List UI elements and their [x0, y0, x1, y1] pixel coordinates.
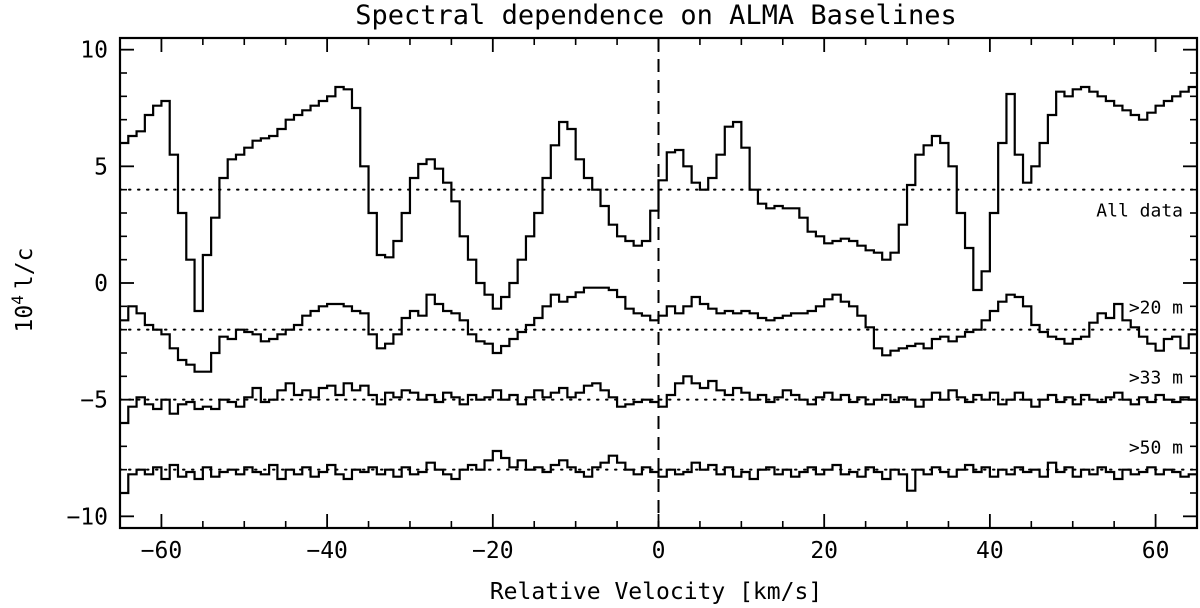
series-label-33-m: >33 m [1129, 368, 1183, 389]
y-tick-label: 10 [80, 38, 108, 64]
y-tick-label: 5 [94, 154, 108, 180]
chart-title: Spectral dependence on ALMA Baselines [355, 0, 956, 31]
series-line-50-m [120, 449, 1197, 495]
tick-layer: −60 −40 −20 0 20 40 60 10 5 0 −5 −10 [66, 38, 1198, 564]
x-axis-label: Relative Velocity [km/s] [490, 579, 822, 605]
y-axis-label: 104 l/c [8, 248, 38, 333]
y-tick-label: 0 [94, 271, 108, 297]
series-label-50-m: >50 m [1129, 438, 1183, 459]
y-axis-label-exponent: 4 [8, 295, 27, 305]
y-axis-label-base: 10 [12, 305, 38, 333]
x-tick-label: −60 [141, 538, 183, 564]
x-tick-label: −40 [306, 538, 348, 564]
x-tick-label: 20 [810, 538, 838, 564]
baseline-layer [119, 188, 1198, 471]
series-label-all-data: All data [1096, 201, 1183, 222]
y-tick-label: −10 [66, 504, 108, 530]
series-line-20-m [120, 286, 1197, 373]
y-tick-label: −5 [80, 388, 108, 414]
y-axis-label-unit: l/c [12, 248, 38, 290]
series-label-20-m: >20 m [1129, 298, 1183, 319]
x-tick-label: −20 [472, 538, 514, 564]
x-tick-label: 40 [976, 538, 1004, 564]
series-label-layer: All data >20 m >33 m >50 m [1096, 201, 1183, 459]
x-tick-label: 0 [652, 538, 666, 564]
x-tick-label: 60 [1142, 538, 1170, 564]
